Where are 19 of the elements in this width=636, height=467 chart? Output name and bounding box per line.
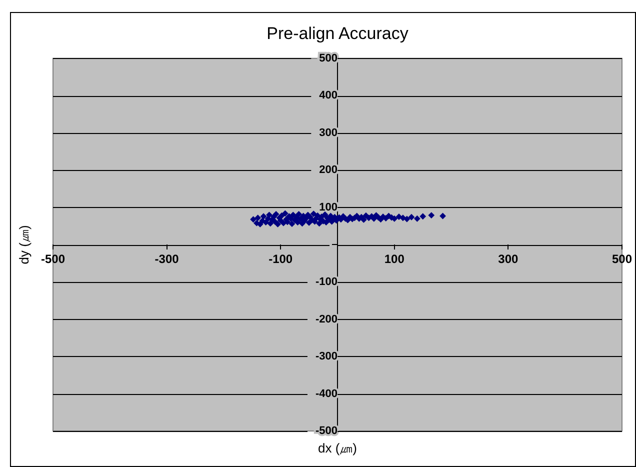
x-tick-label: -500 xyxy=(40,252,66,266)
y-tick-label: -300 xyxy=(315,350,338,363)
x-axis-title: dx (㎛) xyxy=(318,440,357,456)
y-tick-label: 100 xyxy=(319,201,338,214)
y-tick-label: -500 xyxy=(315,425,338,438)
y-tick-label: -100 xyxy=(315,276,338,288)
x-tick-label: -100 xyxy=(268,252,293,266)
x-tick-label: 300 xyxy=(498,252,519,266)
y-tick-label: 400 xyxy=(319,90,338,102)
x-tick-label: -300 xyxy=(154,252,180,266)
y-tick-label: 300 xyxy=(319,126,338,139)
y-tick-label: -400 xyxy=(315,388,338,400)
y-tick-label: 200 xyxy=(319,164,338,176)
y-tick-label: -200 xyxy=(315,313,338,326)
x-tick-label: 500 xyxy=(612,252,632,266)
chart-title: Pre-align Accuracy xyxy=(266,24,409,43)
y-axis-title: dy (㎛) xyxy=(16,225,32,264)
y-tick-label: 500 xyxy=(319,52,338,64)
x-tick-label: 100 xyxy=(384,252,405,266)
